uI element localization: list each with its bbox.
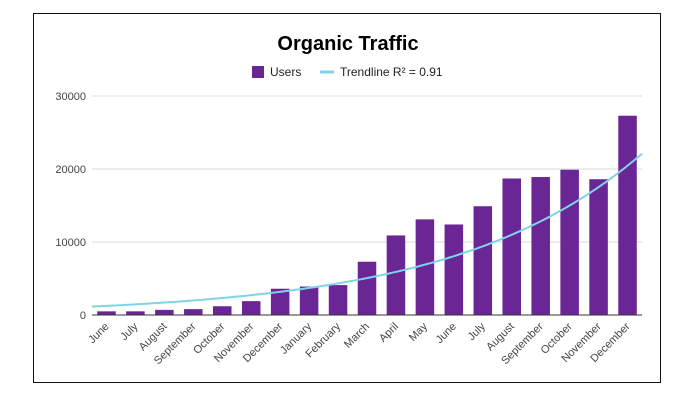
bar-users (560, 169, 579, 315)
bar-users (270, 288, 290, 315)
y-tick-label: 10000 (55, 237, 86, 249)
legend-label-trendline: Trendline R² = 0.91 (340, 65, 443, 79)
bar-users (328, 285, 348, 315)
bar-users (618, 115, 637, 316)
y-axis-ticks: 0 10000 20000 30000 (55, 91, 86, 322)
bar-users (386, 235, 406, 315)
trendline-path (91, 152, 643, 308)
bar-users (97, 311, 116, 315)
x-tick-label: July (466, 320, 489, 343)
bar-users (184, 309, 203, 315)
legend-swatch-users (252, 66, 264, 78)
bar-users (589, 179, 608, 315)
x-tick-label: July (118, 320, 141, 343)
bar-users (502, 178, 521, 315)
chart-frame: Organic Traffic Users Trendline R² = 0.9… (33, 13, 661, 383)
bar-users (357, 261, 377, 315)
bar-users (444, 224, 464, 315)
y-tick-label: 30000 (55, 91, 86, 103)
x-tick-label: June (434, 321, 459, 346)
x-tick-label: May (407, 320, 431, 344)
grid-lines (92, 95, 642, 243)
legend: Users Trendline R² = 0.91 (252, 65, 443, 79)
bar-users (473, 206, 493, 315)
y-tick-label: 20000 (55, 164, 86, 176)
x-tick-label: June (86, 321, 111, 346)
y-tick-label: 0 (80, 310, 86, 322)
bar-users (126, 311, 145, 315)
x-tick-label: March (342, 321, 372, 351)
bar-users (299, 286, 319, 315)
x-tick-label: April (377, 321, 401, 345)
bar-users (155, 309, 174, 315)
bar-users (531, 177, 550, 315)
bar-users (241, 301, 261, 315)
trendline (91, 152, 643, 308)
bars (97, 115, 637, 316)
bar-users (415, 219, 435, 315)
legend-label-users: Users (270, 65, 301, 79)
bar-users (213, 306, 232, 315)
chart-svg: Organic Traffic Users Trendline R² = 0.9… (55, 33, 643, 367)
x-axis-ticks: June JulyAugustSeptemberOctoberNovemberDe… (86, 320, 633, 367)
chart-title: Organic Traffic (277, 33, 418, 55)
